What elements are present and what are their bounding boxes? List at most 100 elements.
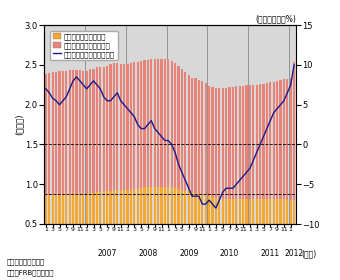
Bar xyxy=(92,69,95,193)
Bar xyxy=(164,59,166,187)
Bar xyxy=(167,187,170,264)
Bar xyxy=(286,79,288,200)
Bar xyxy=(181,69,183,190)
Bar xyxy=(140,188,142,264)
Bar xyxy=(225,199,227,264)
Bar xyxy=(157,59,159,187)
Text: 2012: 2012 xyxy=(285,249,304,258)
Bar xyxy=(266,83,268,199)
Bar xyxy=(109,191,112,264)
Bar xyxy=(140,61,142,188)
Bar xyxy=(222,88,224,199)
Bar xyxy=(201,81,204,195)
Bar xyxy=(171,61,173,187)
Bar xyxy=(65,71,68,194)
Bar xyxy=(188,75,190,192)
Bar xyxy=(48,73,51,195)
Bar xyxy=(235,199,238,264)
Bar xyxy=(215,198,217,264)
Bar xyxy=(194,78,197,193)
Bar xyxy=(218,88,221,199)
Bar xyxy=(232,87,234,199)
Bar xyxy=(106,66,108,192)
Bar xyxy=(150,187,152,264)
Bar xyxy=(75,194,78,264)
Bar xyxy=(136,62,139,189)
Bar xyxy=(290,78,292,200)
Bar xyxy=(293,200,295,264)
Bar xyxy=(120,64,122,190)
Bar xyxy=(55,195,57,264)
Bar xyxy=(147,60,149,187)
Bar xyxy=(225,88,227,199)
Bar xyxy=(201,195,204,264)
Bar xyxy=(290,200,292,264)
Bar xyxy=(106,192,108,264)
Bar xyxy=(160,59,163,187)
Bar xyxy=(177,66,180,189)
Bar xyxy=(252,85,254,199)
Bar xyxy=(55,72,57,195)
Bar xyxy=(79,194,81,264)
Bar xyxy=(174,188,176,264)
Bar xyxy=(113,190,115,264)
Bar xyxy=(69,194,71,264)
Bar xyxy=(283,199,285,264)
Bar xyxy=(99,67,102,192)
Bar xyxy=(262,199,265,264)
Bar xyxy=(133,189,135,264)
Bar xyxy=(52,195,54,264)
Bar xyxy=(252,199,254,264)
Bar xyxy=(283,79,285,199)
Text: 資料：FRBから作成。: 資料：FRBから作成。 xyxy=(7,269,54,276)
Bar xyxy=(194,193,197,264)
Bar xyxy=(191,192,193,264)
Bar xyxy=(150,59,152,187)
Text: 2011: 2011 xyxy=(261,249,280,258)
Bar xyxy=(256,199,258,264)
Bar xyxy=(228,199,231,264)
Bar xyxy=(242,199,244,264)
Bar xyxy=(72,70,74,194)
Bar xyxy=(153,59,156,187)
Bar xyxy=(92,193,95,264)
Bar xyxy=(113,63,115,190)
Bar xyxy=(48,195,51,264)
Bar xyxy=(239,86,241,199)
Text: 2007: 2007 xyxy=(98,249,117,258)
Bar xyxy=(171,187,173,264)
Text: 2010: 2010 xyxy=(220,249,239,258)
Bar xyxy=(235,87,238,199)
Bar xyxy=(143,187,146,264)
Bar xyxy=(86,71,88,194)
Bar xyxy=(211,197,214,264)
Bar xyxy=(123,190,125,264)
Bar xyxy=(273,199,275,264)
Bar xyxy=(211,87,214,197)
Bar xyxy=(259,199,261,264)
Bar xyxy=(249,199,251,264)
Bar xyxy=(147,187,149,264)
Legend: リボルビング（左軸）, 非リボルビング（左軸）, 合計前月比（年率、右軸）: リボルビング（左軸）, 非リボルビング（左軸）, 合計前月比（年率、右軸） xyxy=(50,31,118,60)
Bar xyxy=(82,71,85,194)
Bar xyxy=(130,63,132,190)
Bar xyxy=(116,190,119,264)
Bar xyxy=(279,80,282,199)
Bar xyxy=(208,86,210,196)
Bar xyxy=(177,189,180,264)
Bar xyxy=(69,70,71,194)
Bar xyxy=(276,199,278,264)
Bar xyxy=(174,63,176,188)
Bar xyxy=(62,194,64,264)
Bar xyxy=(232,199,234,264)
Bar xyxy=(228,87,231,199)
Text: 2009: 2009 xyxy=(179,249,198,258)
Bar xyxy=(52,72,54,195)
Bar xyxy=(65,194,68,264)
Bar xyxy=(184,72,187,191)
Text: 2008: 2008 xyxy=(138,249,157,258)
Bar xyxy=(123,64,125,190)
Bar xyxy=(198,194,200,264)
Bar xyxy=(245,199,248,264)
Bar xyxy=(286,200,288,264)
